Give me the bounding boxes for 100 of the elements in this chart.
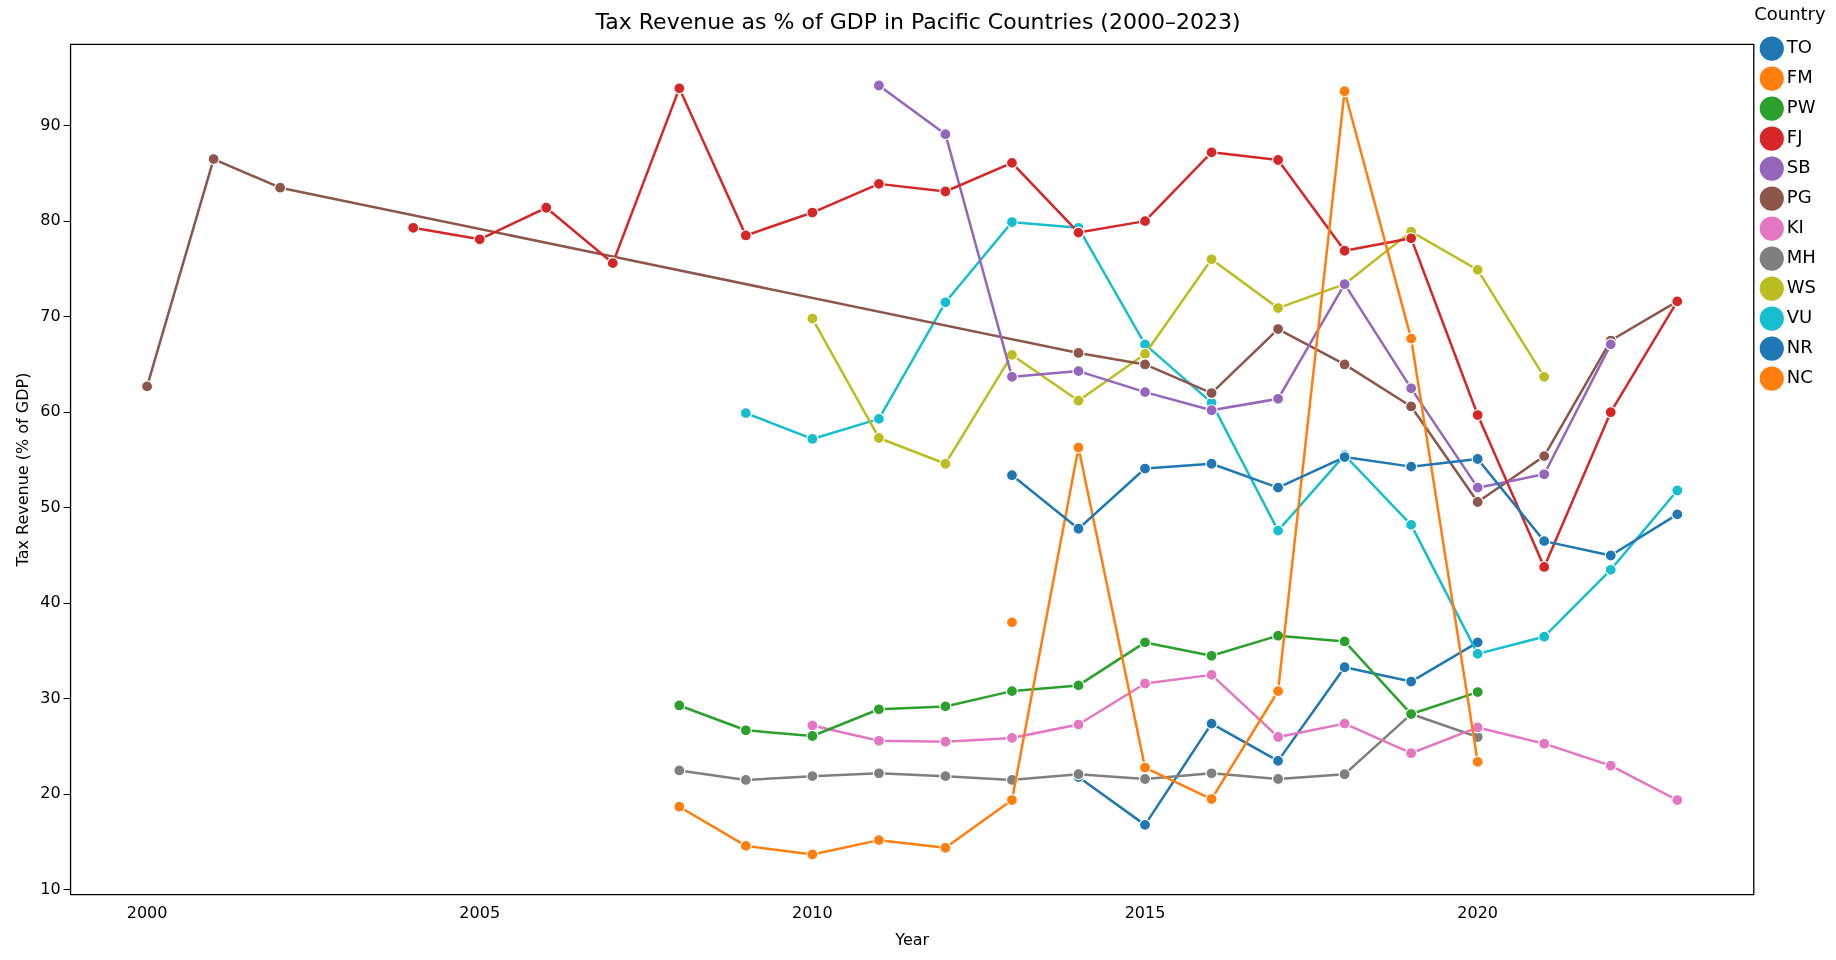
point <box>1271 629 1285 642</box>
point <box>1138 677 1152 690</box>
point <box>1471 755 1484 768</box>
point <box>1338 768 1351 781</box>
point <box>1604 759 1617 772</box>
point <box>1538 370 1551 383</box>
y-tick-label: 70 <box>40 305 61 325</box>
point <box>806 770 819 783</box>
point <box>540 201 553 214</box>
point <box>806 729 819 743</box>
point <box>473 233 486 246</box>
y-tick-label: 90 <box>40 114 61 134</box>
point <box>1604 406 1617 419</box>
point <box>939 700 952 713</box>
x-tick-label: 2010 <box>792 903 833 923</box>
point <box>1338 244 1351 257</box>
point <box>939 185 952 198</box>
point <box>673 800 686 813</box>
point <box>1072 718 1085 731</box>
point <box>1271 301 1285 315</box>
legend-label: MH <box>1786 246 1816 268</box>
point <box>872 767 885 780</box>
point <box>1271 685 1285 698</box>
legend-label: VU <box>1786 306 1813 328</box>
point <box>1671 508 1684 521</box>
point <box>1538 535 1551 548</box>
point <box>939 457 952 470</box>
point <box>1205 404 1218 417</box>
point <box>1205 146 1218 159</box>
point <box>1471 408 1484 422</box>
point <box>1072 441 1085 454</box>
point <box>274 181 287 194</box>
point <box>872 703 885 716</box>
point <box>1405 460 1418 473</box>
point <box>1471 263 1484 276</box>
point <box>806 312 819 325</box>
point <box>1271 772 1285 786</box>
point <box>673 82 686 95</box>
legend-label: NC <box>1786 366 1813 388</box>
point <box>140 380 154 393</box>
legend-label: PG <box>1786 186 1812 208</box>
point <box>872 431 885 445</box>
point <box>872 79 885 92</box>
legend-label: FJ <box>1786 126 1803 148</box>
point <box>1538 737 1551 750</box>
point <box>872 412 885 425</box>
point <box>872 177 885 190</box>
point <box>1471 452 1484 466</box>
point <box>1072 226 1085 239</box>
legend-label: FM <box>1786 66 1813 88</box>
point <box>939 128 952 141</box>
point <box>1138 358 1152 371</box>
point <box>1538 630 1551 643</box>
point <box>1604 549 1617 562</box>
point <box>1471 647 1484 660</box>
point <box>1005 685 1019 698</box>
legend-title: Country <box>1754 2 1826 24</box>
legend-label: KI <box>1786 216 1804 238</box>
point <box>1072 394 1085 407</box>
point <box>1005 348 1019 361</box>
point <box>939 770 952 783</box>
point <box>1271 392 1285 405</box>
point <box>939 735 952 748</box>
y-tick-label: 30 <box>40 687 61 707</box>
point <box>1604 338 1617 351</box>
x-tick-label: 2020 <box>1457 903 1499 923</box>
point <box>1205 717 1218 730</box>
point <box>1138 462 1152 475</box>
point <box>739 773 752 787</box>
point <box>1338 635 1351 648</box>
legend-label: TO <box>1785 36 1812 58</box>
x-tick-label: 2000 <box>126 903 168 923</box>
point <box>1471 481 1484 494</box>
point <box>1271 524 1285 537</box>
point <box>1005 370 1019 383</box>
y-tick-label: 40 <box>40 592 61 612</box>
y-tick-label: 20 <box>40 783 61 803</box>
point <box>1405 332 1418 345</box>
legend-label: PW <box>1786 96 1816 118</box>
point <box>1072 522 1085 535</box>
point <box>872 834 885 847</box>
point <box>806 719 819 732</box>
point <box>673 699 686 712</box>
point <box>207 152 220 166</box>
point <box>939 841 952 854</box>
point <box>1005 731 1019 745</box>
point <box>1005 215 1019 229</box>
x-tick-label: 2005 <box>459 903 501 923</box>
point <box>1138 772 1152 786</box>
point <box>1138 347 1152 361</box>
y-axis-title: Tax Revenue (% of GDP) <box>12 372 32 568</box>
point <box>739 229 752 242</box>
point <box>1671 793 1684 807</box>
y-tick-label: 10 <box>40 878 61 898</box>
point <box>1471 685 1484 699</box>
point <box>1271 322 1285 336</box>
point <box>1072 346 1085 360</box>
point <box>1005 469 1019 482</box>
point <box>1671 484 1684 497</box>
point <box>806 206 819 219</box>
